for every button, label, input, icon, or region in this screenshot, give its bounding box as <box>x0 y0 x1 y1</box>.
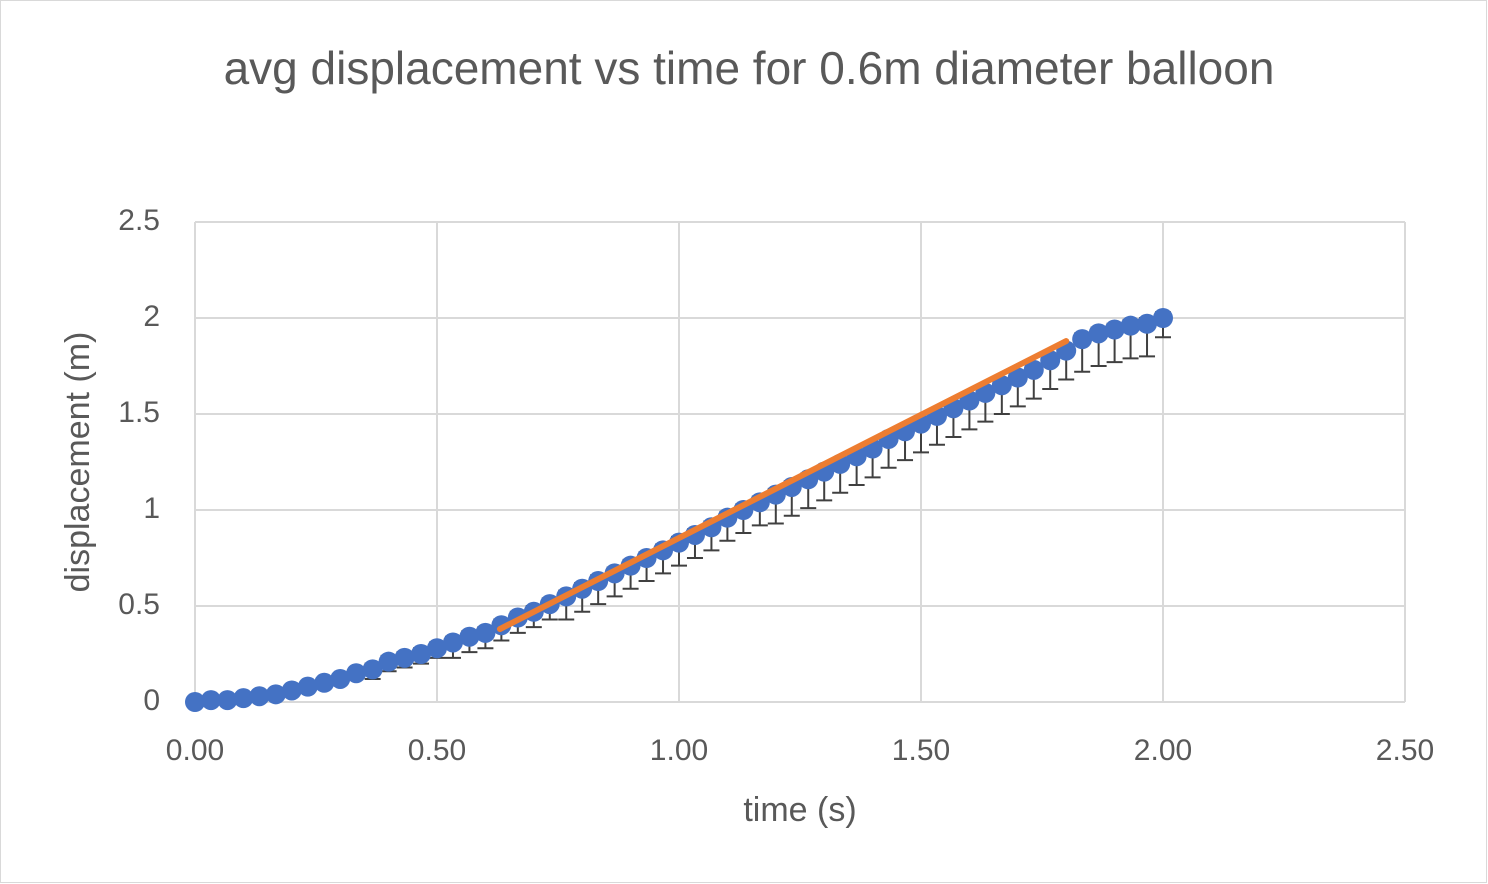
data-point <box>217 690 238 711</box>
y-tick-label: 1.5 <box>118 396 160 429</box>
y-tick-label: 0 <box>143 684 160 717</box>
data-point <box>1137 313 1158 334</box>
data-point <box>314 672 335 693</box>
data-point <box>1153 308 1173 328</box>
data-point <box>1040 350 1061 371</box>
data-point <box>233 688 254 709</box>
data-point <box>281 680 302 701</box>
y-tick-label: 0.5 <box>118 588 160 621</box>
data-point <box>459 626 480 647</box>
data-point <box>297 676 318 697</box>
y-axis-label: displacement (m) <box>59 332 97 593</box>
x-tick-label: 2.00 <box>1134 734 1192 767</box>
data-point <box>249 686 270 707</box>
data-point <box>362 659 383 680</box>
data-point <box>185 692 205 712</box>
data-point <box>411 644 432 664</box>
data-point <box>1120 315 1141 336</box>
y-tick-label: 2 <box>143 300 160 333</box>
x-tick-label: 2.50 <box>1376 734 1434 767</box>
data-point <box>475 622 496 643</box>
x-tick-label: 0.50 <box>408 734 466 767</box>
y-tick-label: 1 <box>143 492 160 525</box>
data-point <box>442 632 463 653</box>
data-point <box>394 647 415 668</box>
data-point <box>378 651 399 672</box>
x-tick-label: 1.50 <box>892 734 950 767</box>
data-point <box>265 684 286 705</box>
data-point <box>427 638 447 659</box>
data-point <box>991 375 1012 396</box>
data-point <box>330 668 351 689</box>
chart-title: avg displacement vs time for 0.6m diamet… <box>223 42 1275 94</box>
data-point <box>200 690 221 711</box>
trendline <box>496 338 1070 633</box>
data-point <box>1072 329 1093 350</box>
x-tick-label: 1.00 <box>650 734 708 767</box>
data-point <box>1023 359 1044 380</box>
data-point <box>1007 367 1028 388</box>
data-point <box>1088 323 1109 344</box>
y-tick-label: 2.5 <box>118 204 160 237</box>
x-tick-label: 0.00 <box>166 734 224 767</box>
data-point <box>1104 319 1125 340</box>
x-axis-label: time (s) <box>743 791 856 829</box>
data-point <box>346 663 367 684</box>
